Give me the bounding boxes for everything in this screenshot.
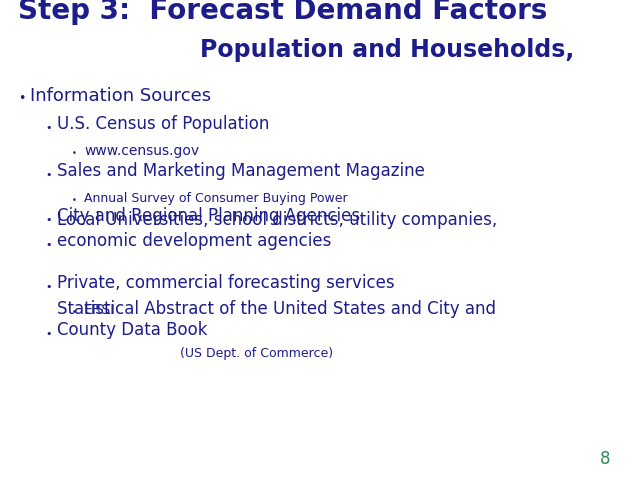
Text: City and Regional Planning Agencies: City and Regional Planning Agencies [57, 207, 360, 225]
Text: •: • [45, 170, 51, 180]
Text: Information Sources: Information Sources [30, 87, 211, 105]
Text: •: • [72, 308, 77, 317]
Text: Private, commercial forecasting services: Private, commercial forecasting services [57, 274, 395, 292]
Text: www.census.gov: www.census.gov [84, 144, 199, 158]
Text: •: • [18, 92, 26, 105]
Text: •: • [45, 282, 51, 292]
Text: •: • [45, 240, 51, 250]
Text: (US Dept. of Commerce): (US Dept. of Commerce) [176, 347, 333, 360]
Text: Statistical Abstract of the United States and City and
County Data Book: Statistical Abstract of the United State… [57, 300, 496, 339]
Text: Sales and Marketing Management Magazine: Sales and Marketing Management Magazine [57, 162, 425, 180]
Text: •: • [45, 329, 51, 339]
Text: Population and Households,: Population and Households, [200, 38, 574, 62]
Text: U.S. Census of Population: U.S. Census of Population [57, 115, 269, 133]
Text: •: • [45, 215, 51, 225]
Text: Step 3:  Forecast Demand Factors: Step 3: Forecast Demand Factors [18, 0, 547, 25]
Text: •: • [72, 149, 77, 158]
Text: ERSI: ERSI [84, 303, 115, 317]
Text: Annual Survey of Consumer Buying Power: Annual Survey of Consumer Buying Power [84, 192, 348, 205]
Text: •: • [72, 196, 77, 205]
Text: 8: 8 [600, 450, 610, 468]
Text: •: • [45, 123, 51, 133]
Text: Local Universities, school districts, utility companies,
economic development ag: Local Universities, school districts, ut… [57, 211, 497, 250]
